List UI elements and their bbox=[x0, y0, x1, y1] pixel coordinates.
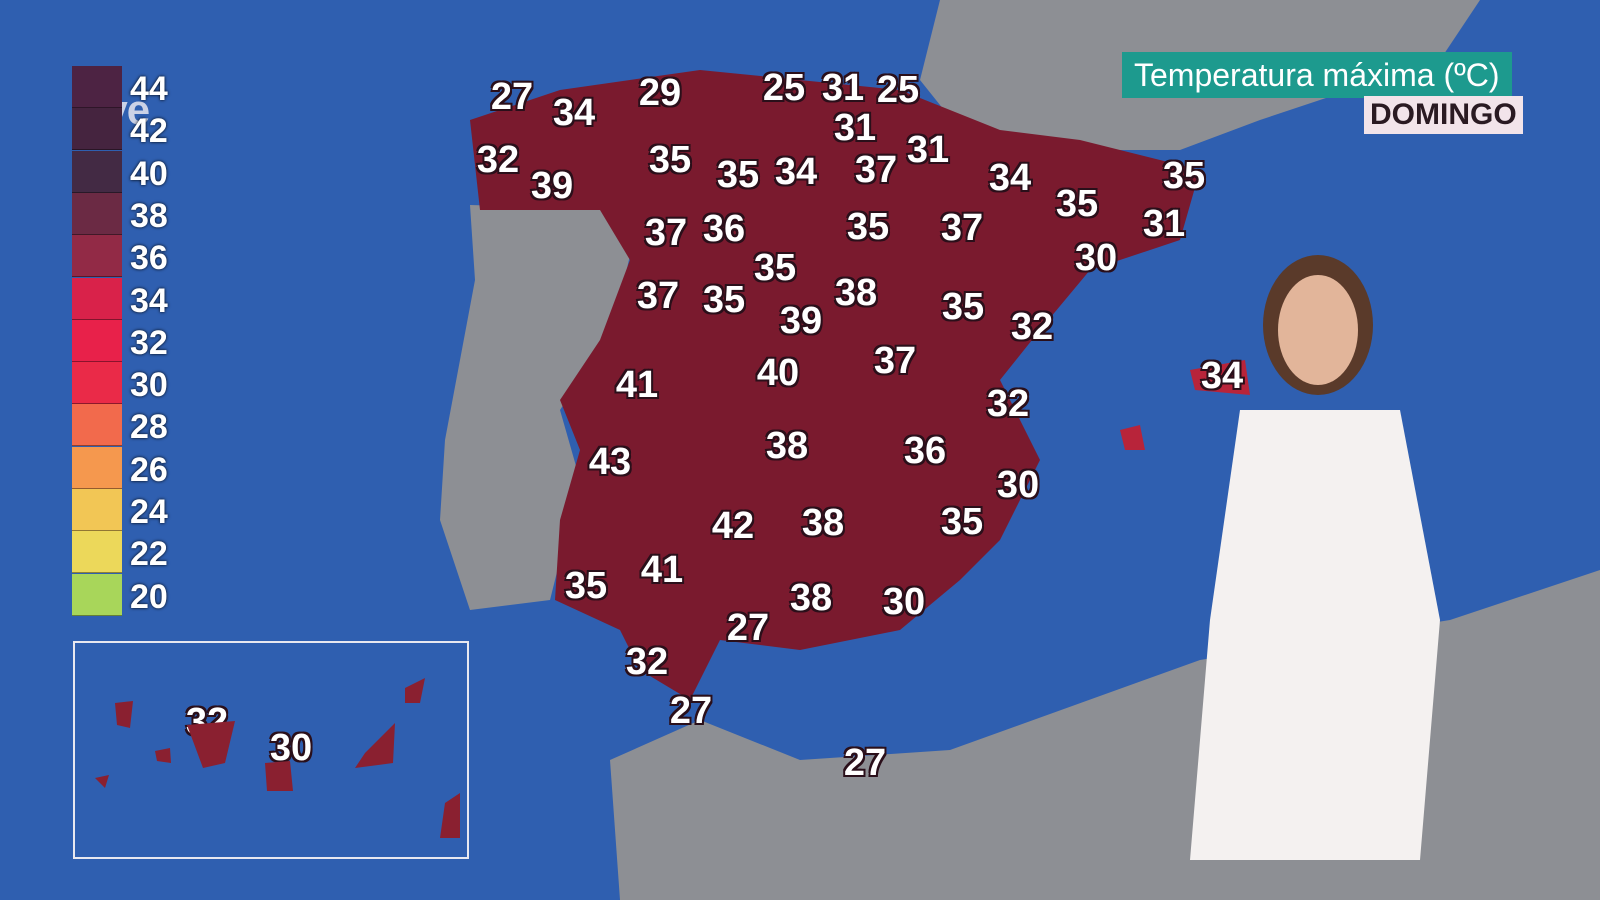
temperature-label: 35 bbox=[753, 247, 797, 289]
temperature-label: 41 bbox=[640, 549, 684, 591]
temperature-label: 31 bbox=[906, 129, 950, 171]
presenter bbox=[1190, 255, 1440, 860]
temperature-label: 34 bbox=[1200, 355, 1244, 397]
temperature-label: 37 bbox=[940, 207, 984, 249]
legend-tick-label: 32 bbox=[130, 323, 168, 362]
temperature-label: 27 bbox=[490, 76, 534, 118]
legend-tick-label: 26 bbox=[130, 450, 168, 489]
temperature-label: 32 bbox=[476, 139, 520, 181]
temperature-label: 40 bbox=[756, 352, 800, 394]
temperature-label: 31 bbox=[1142, 203, 1186, 245]
temperature-label: 34 bbox=[774, 151, 818, 193]
temperature-label: 39 bbox=[530, 165, 574, 207]
legend-tick-label: 38 bbox=[130, 196, 168, 235]
canarias-temperature-label: 30 bbox=[269, 727, 313, 769]
temperature-label: 37 bbox=[636, 275, 680, 317]
legend-tick-label: 34 bbox=[130, 281, 168, 320]
temperature-label: 35 bbox=[716, 154, 760, 196]
legend-tick-label: 28 bbox=[130, 408, 168, 447]
temperature-label: 35 bbox=[648, 139, 692, 181]
temperature-label: 36 bbox=[702, 208, 746, 250]
temperature-label: 41 bbox=[615, 364, 659, 406]
legend-swatch bbox=[72, 150, 122, 193]
temperature-label: 38 bbox=[801, 502, 845, 544]
legend-tick-label: 40 bbox=[130, 154, 168, 193]
canarias-inset bbox=[73, 641, 469, 859]
temperature-label: 27 bbox=[669, 690, 713, 732]
legend-swatch bbox=[72, 362, 122, 405]
temperature-label: 37 bbox=[854, 149, 898, 191]
map-title: Temperatura máxima (ºC) bbox=[1122, 52, 1512, 98]
legend-tick-label: 20 bbox=[130, 577, 168, 616]
temperature-label: 38 bbox=[765, 425, 809, 467]
temperature-label: 32 bbox=[625, 641, 669, 683]
legend-tick-label: 36 bbox=[130, 239, 168, 278]
day-label: DOMINGO bbox=[1364, 96, 1523, 134]
temperature-label: 32 bbox=[1010, 306, 1054, 348]
temperature-label: 35 bbox=[941, 286, 985, 328]
temperature-label: 35 bbox=[1162, 155, 1206, 197]
temperature-label: 35 bbox=[702, 279, 746, 321]
temperature-label: 31 bbox=[833, 107, 877, 149]
temperature-label: 36 bbox=[903, 430, 947, 472]
temperature-label: 42 bbox=[711, 505, 755, 547]
temperature-label: 34 bbox=[988, 157, 1032, 199]
temperature-label: 35 bbox=[846, 206, 890, 248]
legend-swatch bbox=[72, 108, 122, 151]
legend-swatch bbox=[72, 66, 122, 108]
legend-tick-label: 22 bbox=[130, 535, 168, 574]
legend-swatch bbox=[72, 235, 122, 278]
temperature-label: 30 bbox=[996, 464, 1040, 506]
temperature-label: 38 bbox=[834, 272, 878, 314]
temperature-label: 29 bbox=[638, 72, 682, 114]
legend-tick-label: 44 bbox=[130, 70, 168, 108]
temperature-label: 35 bbox=[940, 501, 984, 543]
temperature-label: 39 bbox=[779, 300, 823, 342]
temperature-label: 37 bbox=[873, 340, 917, 382]
canarias-islands bbox=[95, 678, 460, 838]
temperature-label: 25 bbox=[876, 69, 920, 111]
legend-swatch bbox=[72, 489, 122, 531]
temperature-label: 30 bbox=[882, 581, 926, 623]
legend-tick-label: 42 bbox=[130, 112, 168, 151]
temperature-label: 30 bbox=[1074, 237, 1118, 279]
temperature-label: 31 bbox=[821, 67, 865, 109]
temperature-label: 32 bbox=[986, 383, 1030, 425]
legend-swatch bbox=[72, 319, 122, 362]
temperature-label: 34 bbox=[552, 92, 596, 134]
temperature-label: 35 bbox=[564, 565, 608, 607]
legend-tick-label: 30 bbox=[130, 366, 168, 405]
temperature-label: 38 bbox=[789, 577, 833, 619]
portugal-landmass bbox=[440, 205, 640, 610]
temperature-label: 25 bbox=[762, 67, 806, 109]
temperature-label: 43 bbox=[588, 441, 632, 483]
legend-swatch bbox=[72, 192, 122, 235]
legend-swatch bbox=[72, 446, 122, 489]
legend-swatch bbox=[72, 404, 122, 447]
legend-swatch bbox=[72, 573, 122, 616]
legend-swatch bbox=[72, 531, 122, 574]
temperature-label: 37 bbox=[644, 212, 688, 254]
legend-swatch bbox=[72, 277, 122, 320]
spain-landmass bbox=[470, 70, 1200, 700]
temperature-label: 35 bbox=[1055, 183, 1099, 225]
temperature-label: 27 bbox=[726, 607, 770, 649]
legend-tick-label: 24 bbox=[130, 493, 168, 531]
temperature-label: 27 bbox=[843, 742, 887, 784]
baleares-landmass bbox=[1120, 360, 1250, 450]
